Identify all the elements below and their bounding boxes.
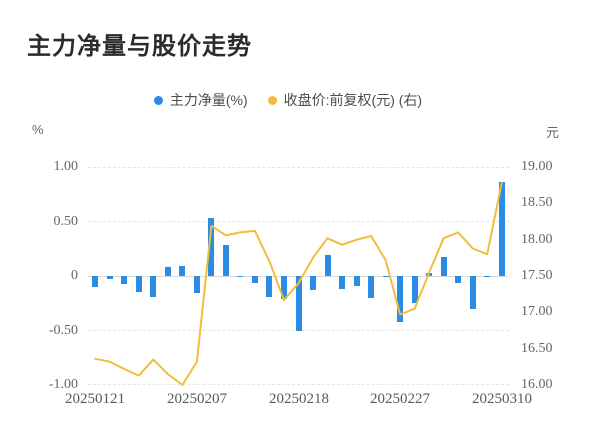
x-tick-20250310: 20250310 bbox=[472, 391, 532, 407]
right-axis-unit: 元 bbox=[546, 125, 560, 140]
right-tick-16.00: 16.00 bbox=[521, 377, 553, 392]
x-tick-20250121: 20250121 bbox=[65, 391, 125, 407]
bar-20250212[interactable] bbox=[237, 276, 243, 277]
right-tick-18.50: 18.50 bbox=[521, 195, 553, 210]
bar-20250213[interactable] bbox=[252, 276, 258, 283]
bar-20250307[interactable] bbox=[484, 276, 490, 277]
bar-20250218[interactable] bbox=[296, 276, 302, 331]
bar-20250225[interactable] bbox=[368, 276, 374, 298]
right-tick-18.00: 18.00 bbox=[521, 232, 553, 247]
left-tick--1.00: -1.00 bbox=[48, 377, 78, 392]
bar-20250228[interactable] bbox=[412, 276, 418, 303]
right-tick-17.50: 17.50 bbox=[521, 268, 553, 283]
bar-20250207[interactable] bbox=[194, 276, 200, 293]
left-tick--0.50: -0.50 bbox=[48, 323, 78, 338]
bar-20250124[interactable] bbox=[136, 276, 142, 292]
gridline-0.50 bbox=[88, 221, 509, 222]
bar-20250227[interactable] bbox=[397, 276, 403, 322]
right-tick-16.50: 16.50 bbox=[521, 341, 553, 356]
bar-20250214[interactable] bbox=[266, 276, 272, 297]
gridline--1.00 bbox=[88, 384, 509, 385]
legend-dot-blue-icon bbox=[153, 95, 163, 105]
left-axis-unit: % bbox=[32, 122, 44, 137]
legend-item-main-net-volume[interactable]: 主力净量(%) bbox=[153, 90, 248, 110]
bar-20250217[interactable] bbox=[281, 276, 287, 299]
bar-20250305[interactable] bbox=[455, 276, 461, 283]
x-tick-20250207: 20250207 bbox=[167, 391, 227, 407]
bar-20250210[interactable] bbox=[208, 218, 214, 276]
left-tick-0: 0 bbox=[71, 268, 78, 283]
bar-20250224[interactable] bbox=[354, 276, 360, 286]
x-tick-20250218: 20250218 bbox=[269, 391, 329, 407]
bar-20250123[interactable] bbox=[121, 276, 127, 284]
plot-area[interactable] bbox=[88, 167, 509, 386]
bar-20250127[interactable] bbox=[150, 276, 156, 297]
right-tick-17.00: 17.00 bbox=[521, 304, 553, 319]
legend: 主力净量(%) 收盘价:前复权(元) (右) bbox=[0, 90, 588, 110]
bar-20250226[interactable] bbox=[383, 276, 389, 277]
x-tick-20250227: 20250227 bbox=[370, 391, 430, 407]
bar-20250211[interactable] bbox=[223, 245, 229, 276]
bar-20250122[interactable] bbox=[107, 276, 113, 279]
bar-20250304[interactable] bbox=[441, 257, 447, 276]
price-line bbox=[94, 182, 503, 386]
left-tick-0.50: 0.50 bbox=[53, 214, 79, 229]
legend-dot-yellow-icon bbox=[267, 95, 277, 105]
legend-item-close-price[interactable]: 收盘价:前复权(元) (右) bbox=[267, 90, 423, 110]
bar-20250221[interactable] bbox=[339, 276, 345, 289]
bar-20250121[interactable] bbox=[92, 276, 98, 287]
legend-label: 主力净量(%) bbox=[169, 92, 248, 108]
bar-20250205[interactable] bbox=[165, 267, 171, 276]
page-title: 主力净量与股价走势 bbox=[27, 33, 252, 60]
bar-20250220[interactable] bbox=[325, 255, 331, 276]
bar-20250310[interactable] bbox=[499, 182, 505, 276]
legend-label: 收盘价:前复权(元) (右) bbox=[283, 92, 423, 108]
bar-20250206[interactable] bbox=[179, 266, 185, 276]
right-tick-19.00: 19.00 bbox=[521, 159, 553, 174]
bar-20250219[interactable] bbox=[310, 276, 316, 290]
gridline-1.00 bbox=[88, 167, 509, 168]
left-tick-1.00: 1.00 bbox=[53, 159, 79, 174]
bar-20250306[interactable] bbox=[470, 276, 476, 309]
